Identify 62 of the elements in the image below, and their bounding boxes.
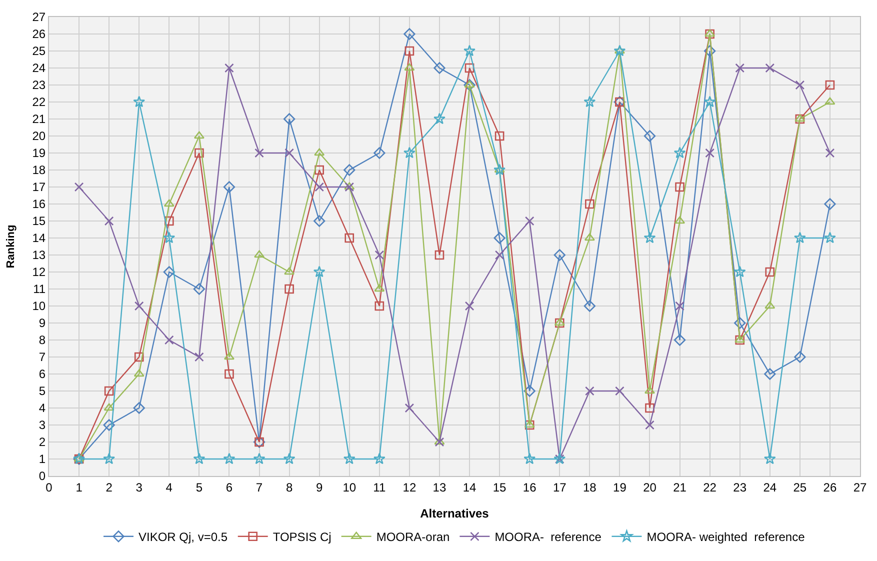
y-tick-label: 2 (38, 435, 46, 450)
x-tick-label: 9 (316, 480, 323, 494)
x-tick-label: 11 (373, 480, 386, 494)
x-tick-label: 5 (196, 480, 203, 494)
y-tick-label: 16 (32, 197, 46, 212)
y-tick-label: 9 (38, 316, 46, 330)
x-tick-label: 2 (106, 480, 113, 494)
y-tick-label: 14 (32, 231, 46, 246)
x-axis-title: Alternatives (420, 506, 490, 520)
y-tick-label: 22 (32, 95, 46, 110)
y-tick-label: 15 (32, 214, 46, 228)
y-tick-label: 25 (32, 44, 46, 58)
x-tick-label: 4 (166, 480, 173, 494)
x-tick-label: 27 (853, 480, 867, 494)
x-tick-label: 7 (256, 480, 263, 494)
y-axis-title: Ranking (4, 224, 17, 268)
y-tick-label: 5 (38, 384, 46, 398)
x-tick-label: 6 (226, 480, 233, 494)
x-tick-label: 18 (582, 480, 597, 494)
y-tick-label: 12 (32, 265, 46, 280)
y-tick-label: 17 (32, 180, 46, 194)
y-tick-label: 21 (32, 112, 46, 126)
legend-label: MOORA- weighted reference (646, 530, 806, 544)
y-tick-label: 18 (32, 163, 46, 178)
y-tick-label: 7 (38, 350, 46, 364)
x-tick-label: 25 (793, 480, 807, 494)
x-tick-label: 15 (492, 480, 507, 494)
legend-label: MOORA-oran (376, 530, 450, 544)
y-tick-label: 26 (32, 27, 46, 42)
x-tick-label: 24 (763, 480, 777, 494)
x-tick-label: 26 (823, 480, 837, 494)
x-tick-label: 14 (462, 480, 477, 494)
y-tick-label: 20 (32, 129, 46, 144)
x-tick-label: 8 (286, 480, 293, 494)
y-tick-label: 1 (38, 452, 46, 466)
x-tick-label: 21 (673, 480, 687, 494)
x-tick-label: 13 (432, 480, 446, 494)
y-tick-label: 8 (38, 333, 46, 348)
y-tick-label: 23 (32, 78, 46, 92)
x-tick-label: 22 (703, 480, 717, 494)
y-tick-label: 27 (32, 10, 46, 24)
y-tick-label: 11 (33, 282, 46, 296)
x-tick-label: 20 (643, 480, 657, 494)
y-tick-label: 24 (32, 61, 46, 76)
x-tick-label: 3 (136, 480, 143, 494)
x-tick-label: 19 (613, 480, 627, 494)
legend-label: TOPSIS Cj (272, 530, 332, 544)
y-tick-label: 3 (38, 418, 46, 432)
y-tick-label: 19 (32, 146, 46, 160)
x-tick-label: 1 (76, 480, 83, 494)
y-tick-label: 6 (38, 367, 46, 382)
x-tick-label: 10 (342, 480, 356, 494)
x-tick-label: 17 (552, 480, 567, 494)
x-tick-label: 12 (402, 480, 416, 494)
legend-label: MOORA- reference (494, 530, 602, 544)
y-tick-label: 4 (38, 401, 46, 416)
x-tick-label: 16 (522, 480, 537, 494)
x-tick-label: 23 (733, 480, 747, 494)
y-tick-label: 10 (32, 299, 46, 314)
y-tick-label: 0 (38, 469, 46, 484)
legend-label: VIKOR Qj, v=0.5 (138, 530, 228, 544)
y-tick-label: 13 (32, 248, 46, 262)
